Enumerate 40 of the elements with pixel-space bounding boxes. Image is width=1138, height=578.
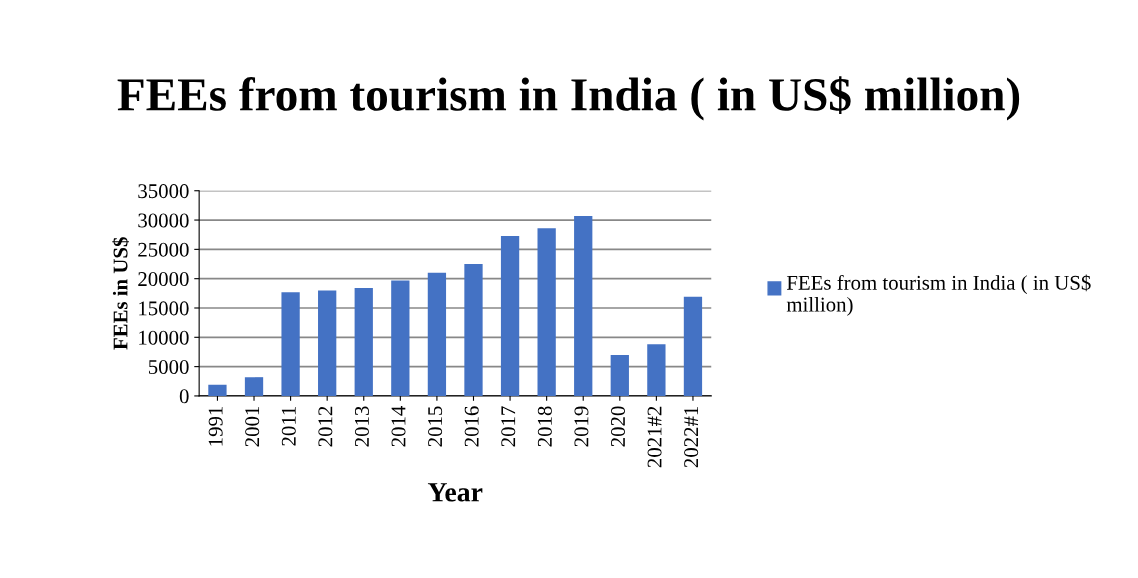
bar [281,292,300,396]
x-tick-label: 2014 [391,405,406,447]
bar [464,264,483,396]
x-tick-label: 2019 [574,406,589,447]
bar [354,288,373,396]
x-tick-label: 2012 [318,406,333,447]
x-axis-title: Year [427,483,483,502]
bar [244,377,264,396]
bar [610,354,629,396]
y-axis-title: FEEs in US$ [112,237,129,350]
bar [647,344,666,396]
bar [683,296,703,396]
x-tick-label: 2016 [464,406,479,447]
x-tick-label: 2017 [501,406,516,447]
bar [318,290,337,396]
bar [427,272,447,396]
y-tick-label: 15000 [139,301,189,316]
bar [208,384,227,396]
x-tick-label: 2011 [281,406,296,446]
y-tick-label: 10000 [139,330,189,345]
x-tick-label: 2018 [537,406,552,447]
x-tick-label: 1991 [208,406,223,446]
bar [391,280,410,396]
x-tick-label: 2020 [610,406,626,447]
y-tick-label: 5000 [148,359,189,375]
x-tick-label: 2022#1 [684,406,699,468]
x-tick-label: 2021#2 [647,406,662,468]
chart-title: FEEs from tourism in India ( in US$ million) [117,76,1020,121]
x-tick-label: 2001 [245,406,260,447]
y-tick-label: 0 [179,389,189,404]
y-tick-label: 30000 [138,213,189,228]
legend-label: FEEs from tourism in India ( in US$ million) [786,274,1091,316]
x-tick-label: 2015 [428,406,443,447]
x-tick-label: 2013 [354,406,369,447]
bar [574,215,593,396]
bar [537,228,556,396]
bar [500,235,520,396]
y-tick-label: 35000 [138,184,189,199]
y-tick-label: 20000 [138,272,189,287]
y-tick-label: 25000 [138,242,189,257]
